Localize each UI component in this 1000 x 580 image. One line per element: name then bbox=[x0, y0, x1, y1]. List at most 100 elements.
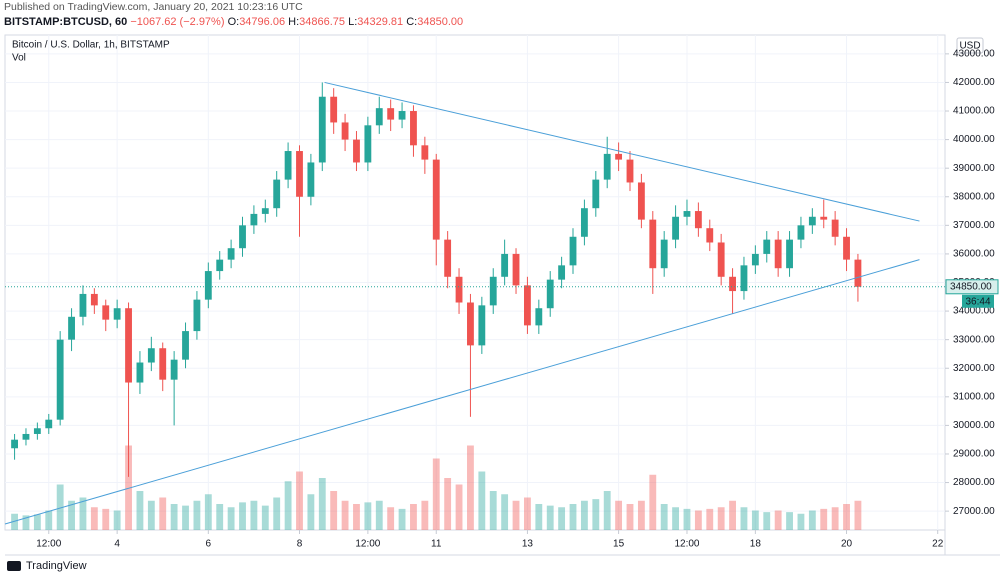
volume-bar bbox=[558, 507, 566, 530]
volume-bar bbox=[216, 504, 224, 530]
volume-bar bbox=[113, 510, 121, 530]
candle-body bbox=[603, 153, 611, 180]
volume-bar bbox=[239, 502, 246, 530]
grid bbox=[5, 35, 945, 530]
volume-bar bbox=[387, 507, 395, 530]
candle-body bbox=[478, 305, 486, 346]
y-tick-label: 40000.00 bbox=[953, 134, 995, 145]
candle-body bbox=[615, 153, 623, 160]
candle-body bbox=[569, 236, 577, 266]
ohlc-c: 34850.00 bbox=[417, 16, 464, 28]
candle-body bbox=[444, 239, 452, 277]
y-tick-label: 41000.00 bbox=[953, 106, 995, 117]
volume-bar bbox=[694, 510, 702, 530]
volume-bar bbox=[432, 458, 440, 530]
candle-body bbox=[524, 285, 531, 326]
candle-body bbox=[820, 216, 828, 220]
volume-bar bbox=[33, 514, 41, 530]
candle-body bbox=[410, 111, 417, 146]
volume-bar bbox=[717, 507, 725, 530]
candle-body bbox=[136, 362, 144, 383]
volume-bar bbox=[227, 507, 235, 530]
volume-bar bbox=[353, 504, 360, 530]
y-tick-label: 42000.00 bbox=[953, 77, 995, 88]
candle-body bbox=[843, 236, 850, 260]
last-price-box bbox=[945, 279, 999, 295]
y-tick-label: 27000.00 bbox=[953, 506, 995, 517]
volume-bar bbox=[261, 505, 269, 530]
volume-bar bbox=[307, 494, 315, 530]
chart-title: Bitcoin / U.S. Dollar, 1h, BITSTAMP bbox=[12, 40, 170, 51]
overlays bbox=[4, 81, 945, 525]
candle-body bbox=[79, 293, 87, 317]
volume-bar bbox=[284, 481, 292, 530]
symbol: BITSTAMP:BTCUSD, 60 bbox=[4, 16, 128, 28]
change: −1067.62 (−2.97%) bbox=[130, 16, 225, 28]
y-tick-label: 37000.00 bbox=[953, 220, 995, 231]
volume-bar bbox=[125, 445, 132, 530]
ohlc-o: 34796.06 bbox=[239, 16, 286, 28]
y-tick-label: 31000.00 bbox=[953, 391, 995, 402]
candle-body bbox=[261, 208, 269, 214]
symbol-line: BITSTAMP:BTCUSD, 60 −1067.62 (−2.97%) O:… bbox=[4, 15, 463, 30]
volume-bar bbox=[364, 502, 372, 530]
candle-body bbox=[637, 182, 645, 220]
volume-bar bbox=[763, 512, 771, 530]
volume-bar bbox=[296, 471, 303, 530]
candles bbox=[11, 82, 862, 477]
candle-body bbox=[341, 122, 349, 140]
candle-body bbox=[330, 96, 338, 123]
volume-bar bbox=[626, 504, 634, 530]
candle-body bbox=[694, 211, 702, 229]
candle-body bbox=[307, 162, 315, 197]
countdown: 36:44 bbox=[965, 296, 990, 307]
candle-body bbox=[683, 211, 691, 217]
candle-body bbox=[193, 299, 201, 332]
candle-body bbox=[227, 248, 235, 260]
candle-body bbox=[45, 419, 53, 429]
x-tick-label: 6 bbox=[206, 539, 212, 550]
brand: TradingView bbox=[26, 560, 87, 572]
candle-body bbox=[182, 331, 189, 360]
x-tick-label: 22 bbox=[932, 539, 944, 550]
volume-bar bbox=[102, 508, 110, 530]
candle-body bbox=[216, 259, 224, 272]
volume-bar bbox=[706, 508, 714, 530]
candle-body bbox=[831, 219, 839, 237]
y-tick-label: 34000.00 bbox=[953, 306, 995, 317]
volume-bar bbox=[56, 484, 64, 530]
candle-body bbox=[113, 308, 121, 320]
volume-label: Vol bbox=[12, 53, 26, 64]
volume-bar bbox=[854, 500, 862, 530]
volume-bar bbox=[455, 484, 463, 530]
candle-body bbox=[512, 253, 520, 286]
currency-box bbox=[956, 37, 984, 54]
candle-body bbox=[558, 265, 566, 280]
volume-bar bbox=[159, 497, 167, 530]
volume-bar bbox=[843, 504, 850, 530]
candle-body bbox=[125, 308, 132, 383]
y-tick-label: 38000.00 bbox=[953, 191, 995, 202]
header: Published on TradingView.com, January 20… bbox=[4, 0, 463, 30]
x-tick-label: 15 bbox=[613, 539, 625, 550]
x-tick-label: 12:00 bbox=[674, 539, 699, 550]
volume-bar bbox=[410, 504, 417, 530]
candle-body bbox=[763, 239, 771, 254]
candle-body bbox=[398, 111, 406, 120]
volume-bar bbox=[398, 508, 406, 530]
volume-bar bbox=[672, 507, 680, 530]
trendline bbox=[4, 259, 920, 525]
candle-body bbox=[580, 208, 588, 237]
volume-bar bbox=[729, 500, 736, 530]
volume-bar bbox=[615, 500, 623, 530]
volume-bar bbox=[467, 445, 474, 530]
candle-body bbox=[170, 359, 178, 380]
volume-bar bbox=[512, 500, 520, 530]
candle-body bbox=[11, 439, 18, 449]
volume-bar bbox=[649, 474, 657, 530]
candle-body bbox=[22, 433, 30, 440]
volume-bar bbox=[808, 510, 816, 530]
candle-body bbox=[467, 302, 474, 346]
candle-body bbox=[284, 151, 292, 180]
